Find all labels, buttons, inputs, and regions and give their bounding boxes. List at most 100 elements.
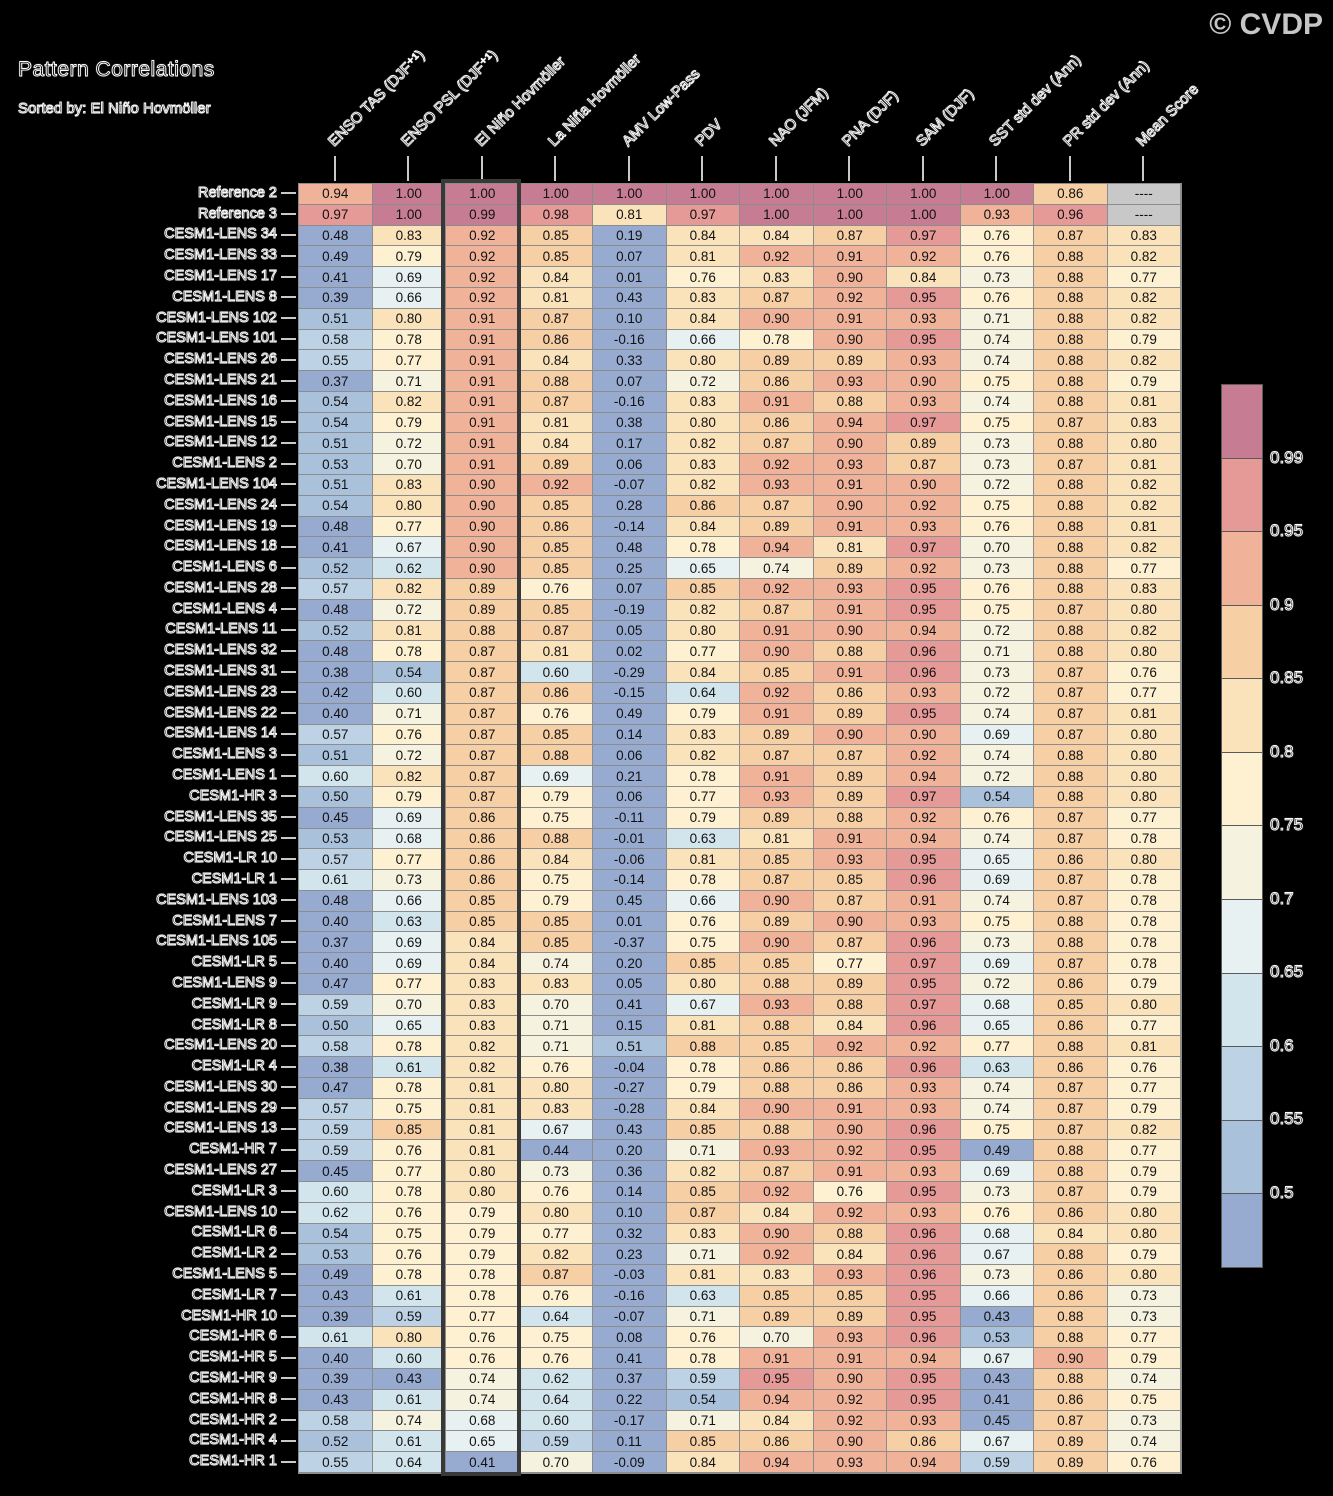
row-tick-mark bbox=[281, 1398, 296, 1401]
correlation-cell: 0.74 bbox=[446, 1369, 520, 1390]
correlation-cell: 0.79 bbox=[519, 786, 593, 808]
correlation-cell: 0.97 bbox=[887, 412, 961, 434]
correlation-cell: 0.85 bbox=[740, 1036, 814, 1058]
correlation-cell: 0.83 bbox=[446, 994, 520, 1016]
correlation-cell: 0.93 bbox=[740, 475, 814, 496]
correlation-cell: 0.82 bbox=[666, 599, 740, 621]
correlation-cell: 0.87 bbox=[666, 1202, 740, 1224]
correlation-cell: 0.59 bbox=[299, 994, 373, 1016]
row-label: CESM1-LR 2 bbox=[191, 1245, 277, 1262]
correlation-cell: 0.65 bbox=[960, 1015, 1034, 1037]
correlation-cell: 0.85 bbox=[666, 953, 740, 975]
correlation-cell: 0.77 bbox=[1107, 1077, 1181, 1099]
correlation-cell: 0.77 bbox=[666, 786, 740, 808]
correlation-cell: 0.76 bbox=[960, 287, 1034, 309]
correlation-cell: 0.52 bbox=[299, 1431, 373, 1453]
correlation-cell: 0.94 bbox=[740, 537, 814, 559]
correlation-cell: 0.86 bbox=[1034, 1285, 1108, 1307]
correlation-cell: 0.76 bbox=[960, 1202, 1034, 1224]
correlation-cell: 0.81 bbox=[666, 246, 740, 268]
row-tick-mark bbox=[281, 836, 296, 839]
correlation-cell: 0.53 bbox=[960, 1327, 1034, 1349]
correlation-cell: 0.87 bbox=[813, 932, 887, 954]
correlation-cell: 0.39 bbox=[299, 1306, 373, 1328]
correlation-cell: 0.06 bbox=[593, 454, 667, 476]
correlation-cell: 0.92 bbox=[813, 287, 887, 309]
row-label: CESM1-HR 5 bbox=[189, 1349, 278, 1366]
correlation-cell: 0.49 bbox=[960, 1140, 1034, 1162]
correlation-cell: 0.28 bbox=[593, 495, 667, 517]
correlation-cell: 0.76 bbox=[372, 1140, 446, 1162]
correlation-cell: 0.91 bbox=[813, 516, 887, 538]
correlation-cell: 0.64 bbox=[519, 1389, 593, 1411]
correlation-cell: 0.73 bbox=[960, 433, 1034, 455]
correlation-cell: 0.92 bbox=[813, 1140, 887, 1162]
correlation-cell: 0.88 bbox=[740, 1077, 814, 1099]
colorbar-tick-label: 0.6 bbox=[1270, 1035, 1295, 1055]
correlation-cell: 0.91 bbox=[813, 599, 887, 621]
row-label: CESM1-LENS 7 bbox=[172, 912, 278, 929]
correlation-cell: 0.75 bbox=[372, 1098, 446, 1120]
correlation-cell: 0.87 bbox=[446, 662, 520, 683]
correlation-cell: 0.86 bbox=[1034, 1389, 1108, 1411]
correlation-cell: 0.88 bbox=[1034, 433, 1108, 455]
correlation-cell: 0.75 bbox=[519, 870, 593, 891]
correlation-cell: 0.83 bbox=[1107, 579, 1181, 600]
correlation-cell: 0.92 bbox=[813, 1389, 887, 1411]
row-label: CESM1-LENS 21 bbox=[164, 372, 278, 388]
column-header: PNA (DJF) bbox=[839, 87, 903, 151]
correlation-cell: 0.81 bbox=[1107, 454, 1181, 476]
correlation-cell: 0.57 bbox=[299, 1098, 373, 1120]
correlation-cell: 0.91 bbox=[446, 433, 520, 455]
correlation-cell: 0.73 bbox=[372, 870, 446, 891]
correlation-cell: 0.93 bbox=[740, 786, 814, 808]
correlation-cell: 0.88 bbox=[813, 641, 887, 663]
correlation-cell: 0.87 bbox=[519, 391, 593, 413]
row-label: CESM1-HR 10 bbox=[181, 1307, 278, 1324]
correlation-cell: 0.69 bbox=[519, 766, 593, 787]
correlation-cell: 0.92 bbox=[740, 1244, 814, 1266]
correlation-cell: 0.67 bbox=[960, 1348, 1034, 1370]
correlation-cell: 0.84 bbox=[740, 1410, 814, 1432]
correlation-cell: 0.14 bbox=[593, 1181, 667, 1203]
correlation-cell: 0.80 bbox=[372, 308, 446, 330]
correlation-cell: 0.93 bbox=[740, 994, 814, 1016]
correlation-cell: 0.95 bbox=[887, 329, 961, 351]
correlation-cell: 0.87 bbox=[1034, 870, 1108, 891]
correlation-cell: 0.75 bbox=[960, 1119, 1034, 1141]
correlation-cell: 0.80 bbox=[372, 1327, 446, 1349]
row-label: CESM1-LENS 15 bbox=[164, 413, 278, 430]
correlation-cell: 0.92 bbox=[740, 682, 814, 704]
correlation-cell: 0.81 bbox=[593, 204, 667, 226]
correlation-cell: 0.45 bbox=[960, 1410, 1034, 1432]
correlation-cell: 0.39 bbox=[299, 287, 373, 309]
correlation-cell: 0.74 bbox=[960, 1098, 1034, 1120]
row-label: CESM1-HR 4 bbox=[189, 1432, 278, 1449]
correlation-cell: 0.81 bbox=[813, 537, 887, 559]
correlation-cell: 0.94 bbox=[887, 828, 961, 850]
row-label: CESM1-LENS 102 bbox=[156, 309, 278, 326]
column-header: SAM (DJF) bbox=[912, 85, 978, 150]
correlation-cell: -0.15 bbox=[593, 682, 667, 704]
correlation-cell: 0.89 bbox=[813, 786, 887, 808]
correlation-cell: 0.80 bbox=[1107, 786, 1181, 808]
row-tick-mark bbox=[281, 1335, 296, 1338]
row-label: CESM1-HR 2 bbox=[189, 1411, 278, 1428]
correlation-cell: 0.68 bbox=[960, 994, 1034, 1016]
correlation-cell: 0.38 bbox=[593, 412, 667, 434]
correlation-cell: 0.89 bbox=[813, 350, 887, 372]
correlation-cell: 0.66 bbox=[666, 329, 740, 351]
correlation-cell: 0.86 bbox=[446, 807, 520, 829]
row-label: CESM1-LR 8 bbox=[191, 1016, 277, 1033]
row-label: CESM1-LENS 30 bbox=[164, 1078, 278, 1095]
correlation-cell: 0.89 bbox=[740, 516, 814, 538]
correlation-cell: 0.90 bbox=[813, 329, 887, 351]
correlation-cell: 0.78 bbox=[372, 1036, 446, 1058]
correlation-cell: 0.76 bbox=[813, 1181, 887, 1203]
correlation-cell: 0.89 bbox=[446, 579, 520, 600]
correlation-cell: 0.89 bbox=[740, 350, 814, 372]
correlation-cell: 0.75 bbox=[960, 412, 1034, 434]
correlation-cell: 0.86 bbox=[446, 870, 520, 891]
correlation-cell: 0.41 bbox=[960, 1389, 1034, 1411]
correlation-cell: 0.75 bbox=[960, 911, 1034, 933]
